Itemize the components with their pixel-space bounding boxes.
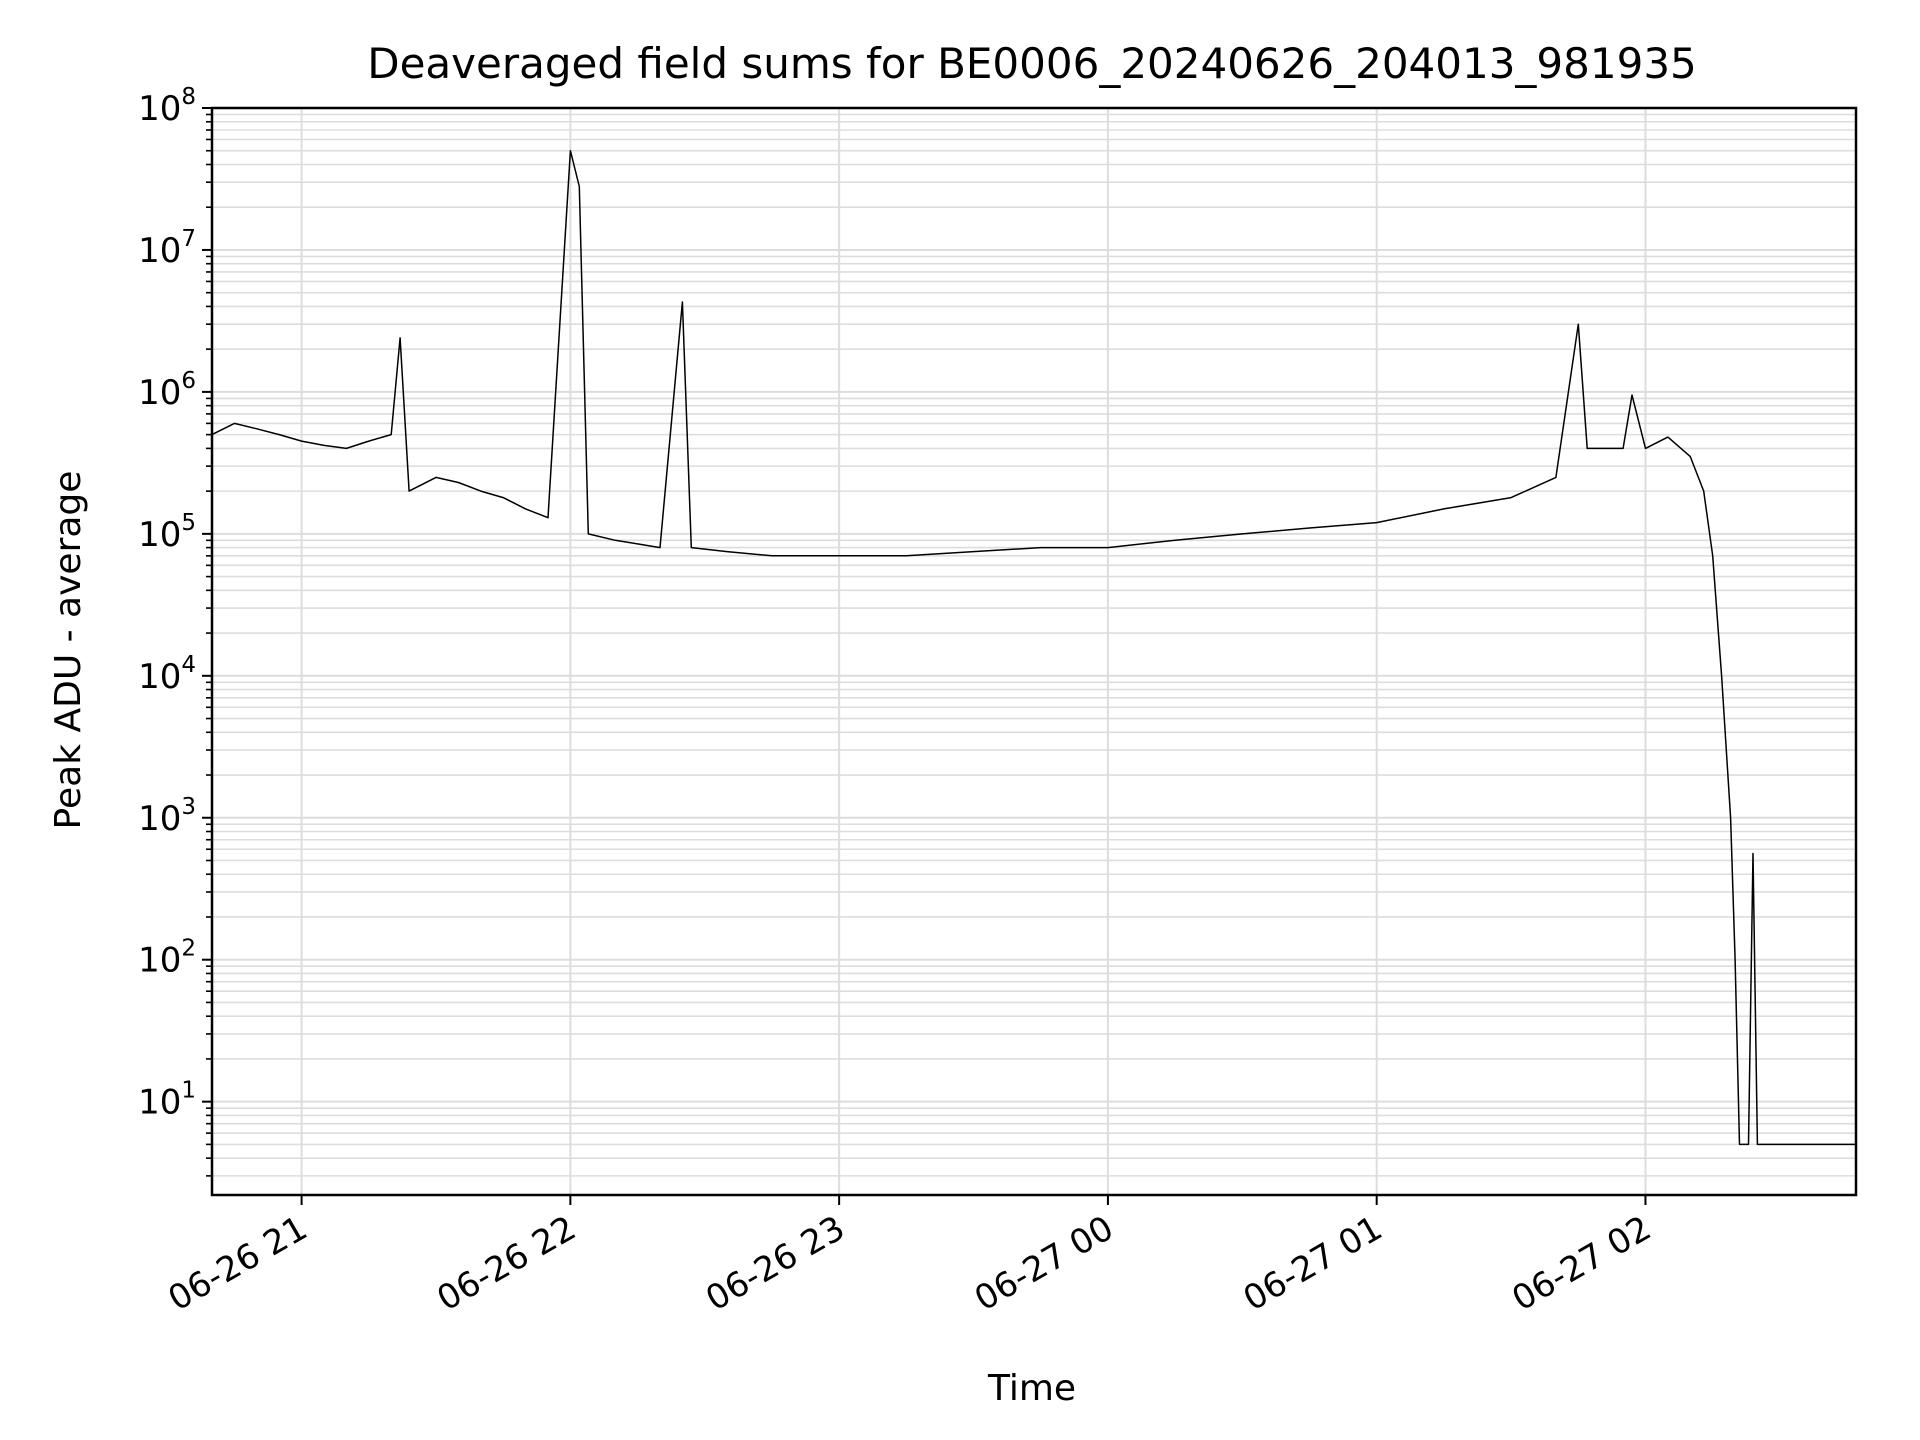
- series-layer: [211, 149, 1856, 1146]
- x-tick-label: 06-26 22: [430, 1208, 582, 1319]
- y-tick-label: 106: [138, 368, 196, 413]
- y-tick-label: 101: [138, 1078, 196, 1123]
- y-tick-label: 103: [138, 794, 196, 839]
- x-axis-label: Time: [987, 1368, 1076, 1409]
- y-tick-label: 102: [138, 936, 196, 981]
- y-tick-label: 105: [138, 510, 196, 555]
- x-tick-label: 06-27 00: [968, 1208, 1120, 1319]
- grid: [212, 107, 1856, 1195]
- y-tick-label: 107: [138, 226, 196, 271]
- chart-title: Deaveraged field sums for BE0006_2024062…: [367, 39, 1697, 88]
- x-tick-label: 06-27 02: [1506, 1208, 1658, 1319]
- y-tick-label: 108: [138, 84, 196, 129]
- series-line: [211, 149, 1856, 1146]
- x-tick-label: 06-27 01: [1237, 1208, 1389, 1319]
- x-tick-label: 06-26 23: [699, 1208, 851, 1319]
- x-tick-label: 06-26 21: [162, 1208, 314, 1319]
- y-tick-label: 104: [138, 652, 196, 697]
- y-axis-label: Peak ADU - average: [48, 471, 89, 830]
- plot-frame: [210, 106, 1858, 1197]
